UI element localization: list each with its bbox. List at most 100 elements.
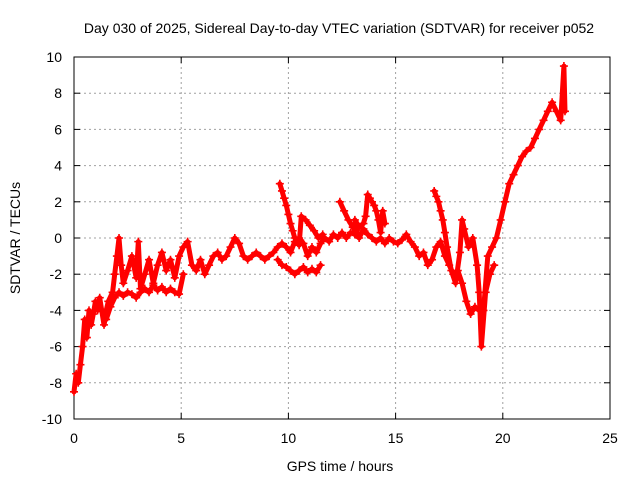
data-point — [275, 179, 284, 188]
data-point — [175, 252, 184, 261]
data-point — [406, 237, 415, 246]
data-point — [286, 248, 295, 257]
data-point — [72, 369, 81, 378]
y-tick-label: -6 — [50, 339, 63, 355]
data-point — [368, 234, 377, 242]
data-point — [280, 194, 289, 203]
data-point — [100, 320, 109, 329]
data-point — [419, 248, 428, 257]
data-point — [273, 255, 282, 264]
data-point — [310, 226, 319, 235]
data-point — [509, 170, 518, 179]
data-point — [305, 221, 314, 230]
data-point — [91, 297, 100, 306]
data-point — [170, 273, 179, 282]
data-point — [162, 288, 171, 297]
data-point — [115, 234, 124, 242]
x-tick-label: 25 — [602, 430, 618, 446]
data-point — [213, 248, 222, 257]
data-point — [282, 243, 291, 252]
data-point — [552, 107, 561, 116]
data-point — [277, 239, 286, 248]
data-point — [353, 228, 362, 237]
y-tick-labels: -10 -8 -6 -4 -2 0 2 4 6 8 10 — [42, 49, 62, 427]
data-point — [548, 98, 557, 107]
data-point — [490, 261, 499, 270]
data-point — [297, 212, 306, 221]
data-point — [393, 239, 402, 248]
data-point — [530, 134, 539, 143]
data-point — [436, 206, 445, 215]
data-point — [76, 360, 85, 369]
data-point — [162, 266, 171, 275]
data-point — [539, 116, 548, 125]
data-point — [200, 270, 209, 279]
x-tick-label: 0 — [70, 430, 78, 446]
data-point — [438, 215, 447, 224]
data-point — [93, 306, 102, 315]
data-point — [153, 261, 162, 270]
data-point — [153, 286, 162, 295]
data-point — [492, 234, 501, 242]
data-point — [117, 261, 126, 270]
data-point — [205, 261, 214, 270]
data-points — [70, 62, 569, 396]
y-tick-label: 6 — [54, 121, 62, 137]
y-tick-label: -4 — [50, 302, 63, 318]
x-tick-label: 10 — [281, 430, 297, 446]
data-point — [325, 237, 334, 246]
data-point — [559, 62, 568, 71]
y-tick-label: 8 — [54, 85, 62, 101]
data-point — [303, 268, 312, 277]
data-point — [376, 228, 385, 237]
data-point — [363, 230, 372, 239]
data-point — [295, 241, 304, 250]
data-point — [535, 125, 544, 134]
chart-title: Day 030 of 2025, Sidereal Day-to-day VTE… — [84, 20, 594, 36]
data-point — [78, 342, 87, 351]
x-axis-label: GPS time / hours — [287, 458, 394, 474]
data-point — [175, 290, 184, 299]
data-point — [307, 243, 316, 252]
data-point — [157, 282, 166, 291]
y-tick-label: 2 — [54, 194, 62, 210]
data-point — [70, 387, 78, 396]
data-point — [256, 252, 265, 261]
data-point — [483, 252, 492, 261]
y-tick-label: -8 — [50, 375, 63, 391]
data-point — [464, 243, 473, 252]
series-mid-low-band — [273, 255, 325, 279]
data-point — [378, 206, 387, 215]
data-point — [466, 310, 475, 319]
data-point — [432, 243, 441, 252]
data-point — [106, 302, 115, 311]
data-point — [481, 288, 490, 297]
data-point — [226, 243, 235, 252]
data-point — [80, 315, 89, 324]
data-point — [110, 270, 119, 279]
data-point — [307, 264, 316, 273]
data-point — [277, 261, 286, 270]
data-point — [432, 192, 441, 201]
data-point — [85, 306, 94, 315]
y-axis-label: SDTVAR / TECUs — [7, 182, 23, 294]
data-point — [359, 219, 368, 228]
data-point — [123, 288, 132, 297]
data-point — [102, 315, 111, 324]
data-point — [560, 107, 569, 116]
data-point — [136, 288, 145, 297]
data-point — [282, 262, 291, 271]
data-point — [127, 290, 136, 299]
data-point — [230, 234, 239, 242]
data-point — [222, 252, 231, 261]
data-point — [455, 248, 464, 257]
y-tick-label: 4 — [54, 158, 62, 174]
data-point — [119, 291, 128, 300]
data-point — [140, 270, 149, 279]
data-point — [340, 206, 349, 215]
data-point — [430, 186, 439, 195]
data-point — [217, 255, 226, 264]
data-point — [243, 255, 252, 264]
data-point — [288, 226, 297, 235]
